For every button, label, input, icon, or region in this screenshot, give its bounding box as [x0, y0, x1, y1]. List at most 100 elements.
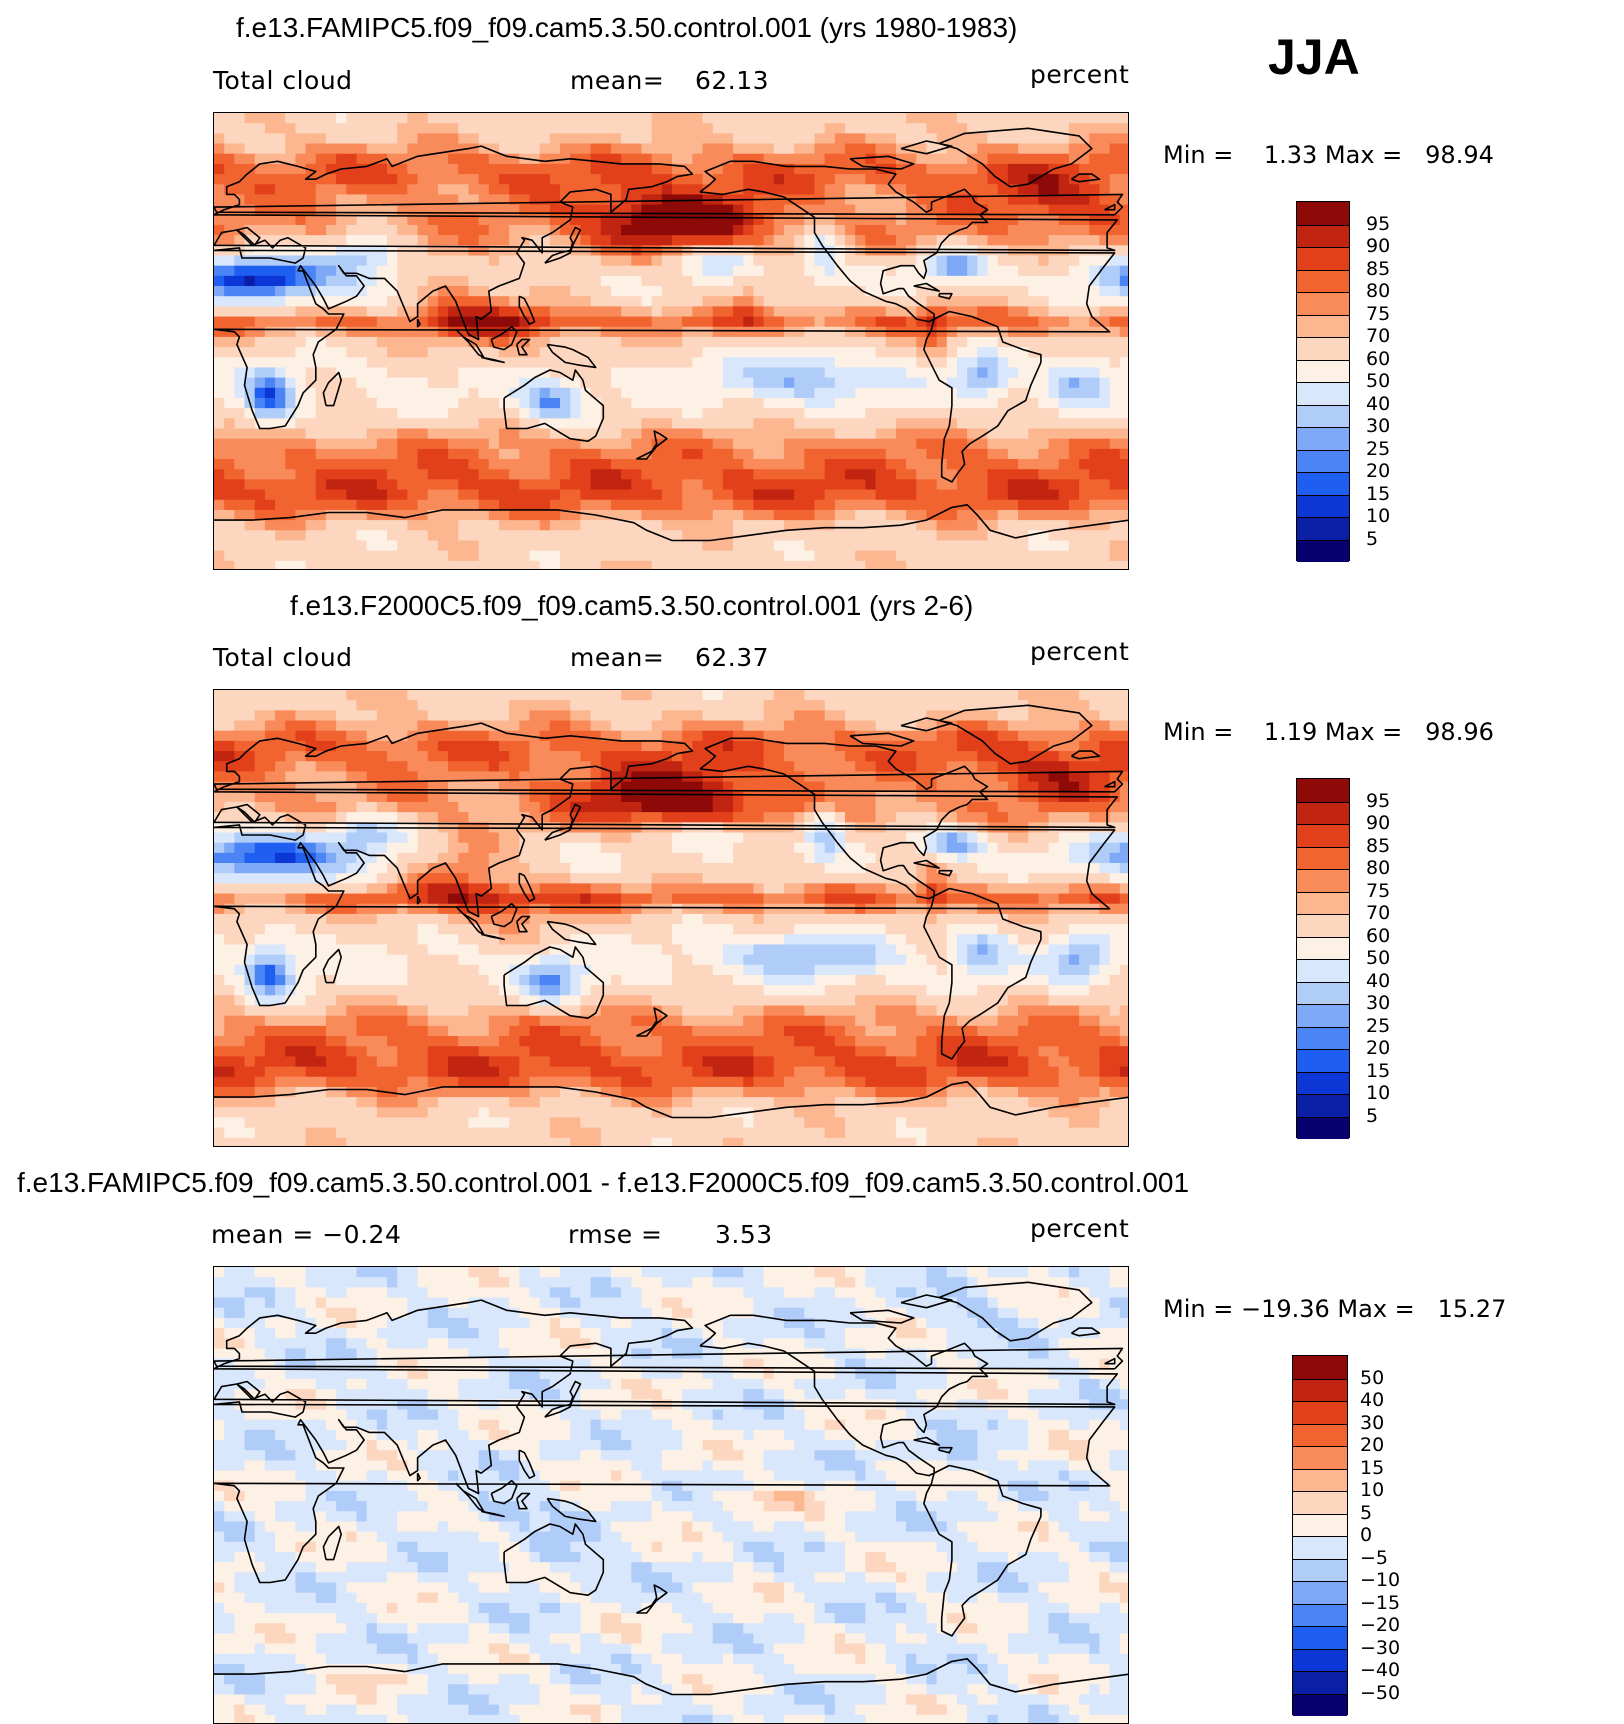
field-cell: [956, 367, 968, 379]
field-cell: [855, 1440, 877, 1451]
field-cell: [702, 113, 907, 124]
field-cell: [397, 204, 520, 216]
field-cell: [1048, 1521, 1060, 1533]
field-cell: [936, 133, 989, 145]
field-cell: [916, 1137, 928, 1146]
field-cell: [366, 1602, 388, 1614]
coastline: [938, 1281, 1093, 1342]
field-cell: [651, 1137, 673, 1146]
field-cell: [264, 974, 276, 986]
field-cell: [295, 781, 358, 793]
field-cell: [834, 245, 846, 257]
field-cell: [427, 1307, 449, 1319]
field-cell: [621, 1287, 643, 1299]
field-cell: [580, 408, 602, 419]
field-cell: [458, 934, 500, 946]
field-cell: [875, 479, 917, 491]
field-cell: [275, 801, 337, 813]
field-cell: [692, 275, 734, 287]
field-cell: [753, 1076, 785, 1088]
field-cell: [987, 133, 1070, 145]
field-cell: [275, 710, 297, 722]
field-cell: [376, 1358, 398, 1370]
field-cell: [325, 1307, 358, 1319]
field-cell: [845, 1633, 866, 1645]
field-cell: [224, 184, 256, 196]
colorbar-label: 70: [1366, 902, 1391, 924]
field-cell: [376, 801, 398, 813]
field-cell: [224, 275, 246, 287]
field-cell: [295, 1582, 337, 1594]
field-cell: [1109, 974, 1128, 986]
field-cell: [509, 509, 561, 521]
field-cell: [488, 286, 531, 297]
field-cell: [682, 1297, 755, 1309]
field-cell: [946, 1450, 978, 1461]
field-cell: [702, 1460, 714, 1472]
field-cell: [234, 367, 256, 379]
field-cell: [325, 1086, 347, 1098]
field-cell: [804, 812, 816, 823]
coastline: [1071, 1327, 1101, 1337]
field-cell: [1109, 540, 1128, 552]
field-cell: [590, 710, 663, 722]
field-cell: [356, 852, 378, 864]
field-cell: [214, 801, 225, 813]
field-cell: [1099, 377, 1111, 389]
field-cell: [1018, 265, 1070, 277]
field-cell: [1079, 1501, 1090, 1512]
field-cell: [783, 1317, 816, 1329]
field-cell: [1048, 1704, 1070, 1716]
field-cell: [783, 740, 836, 752]
field-cell: [336, 740, 368, 752]
field-cell: [600, 1674, 663, 1685]
field-cell: [560, 1663, 592, 1675]
field-cell: [621, 1046, 663, 1057]
field-cell: [336, 995, 398, 1007]
panel1-variable-label: Total cloud: [213, 66, 353, 95]
field-cell: [570, 873, 653, 884]
field-cell: [794, 377, 836, 389]
field-cell: [458, 194, 480, 206]
field-cell: [285, 113, 337, 124]
field-cell: [325, 163, 388, 175]
colorbar-label: 85: [1366, 257, 1391, 280]
field-cell: [763, 1643, 775, 1655]
field-cell: [875, 489, 917, 501]
field-cell: [753, 448, 785, 460]
field-cell: [214, 1511, 225, 1523]
field-cell: [325, 520, 408, 531]
field-cell: [1048, 934, 1070, 946]
field-cell: [936, 316, 948, 328]
field-cell: [498, 448, 520, 460]
field-cell: [763, 1389, 785, 1400]
colorbar-swatch: [1293, 1626, 1347, 1649]
field-cell: [407, 690, 622, 701]
field-cell: [417, 133, 459, 145]
field-cell: [478, 1531, 510, 1543]
colorbar-swatch: [1293, 1671, 1347, 1694]
field-cell: [641, 1633, 663, 1645]
field-cell: [610, 1470, 622, 1482]
field-cell: [549, 204, 632, 216]
field-cell: [804, 1592, 877, 1604]
field-cell: [1109, 1572, 1128, 1584]
field-cell: [610, 367, 724, 379]
field-cell: [437, 540, 480, 552]
field-cell: [834, 842, 846, 854]
field-cell: [895, 214, 907, 226]
field-cell: [234, 255, 368, 267]
field-cell: [346, 235, 388, 246]
field-cell: [763, 883, 785, 895]
field-cell: [549, 720, 571, 732]
field-cell: [692, 1684, 714, 1696]
field-cell: [295, 377, 307, 389]
field-cell: [549, 387, 571, 399]
field-cell: [295, 123, 398, 134]
field-cell: [733, 143, 775, 155]
field-cell: [997, 1511, 1050, 1523]
field-cell: [845, 1541, 938, 1553]
field-cell: [682, 1046, 755, 1057]
field-cell: [325, 852, 337, 864]
field-cell: [285, 893, 307, 905]
